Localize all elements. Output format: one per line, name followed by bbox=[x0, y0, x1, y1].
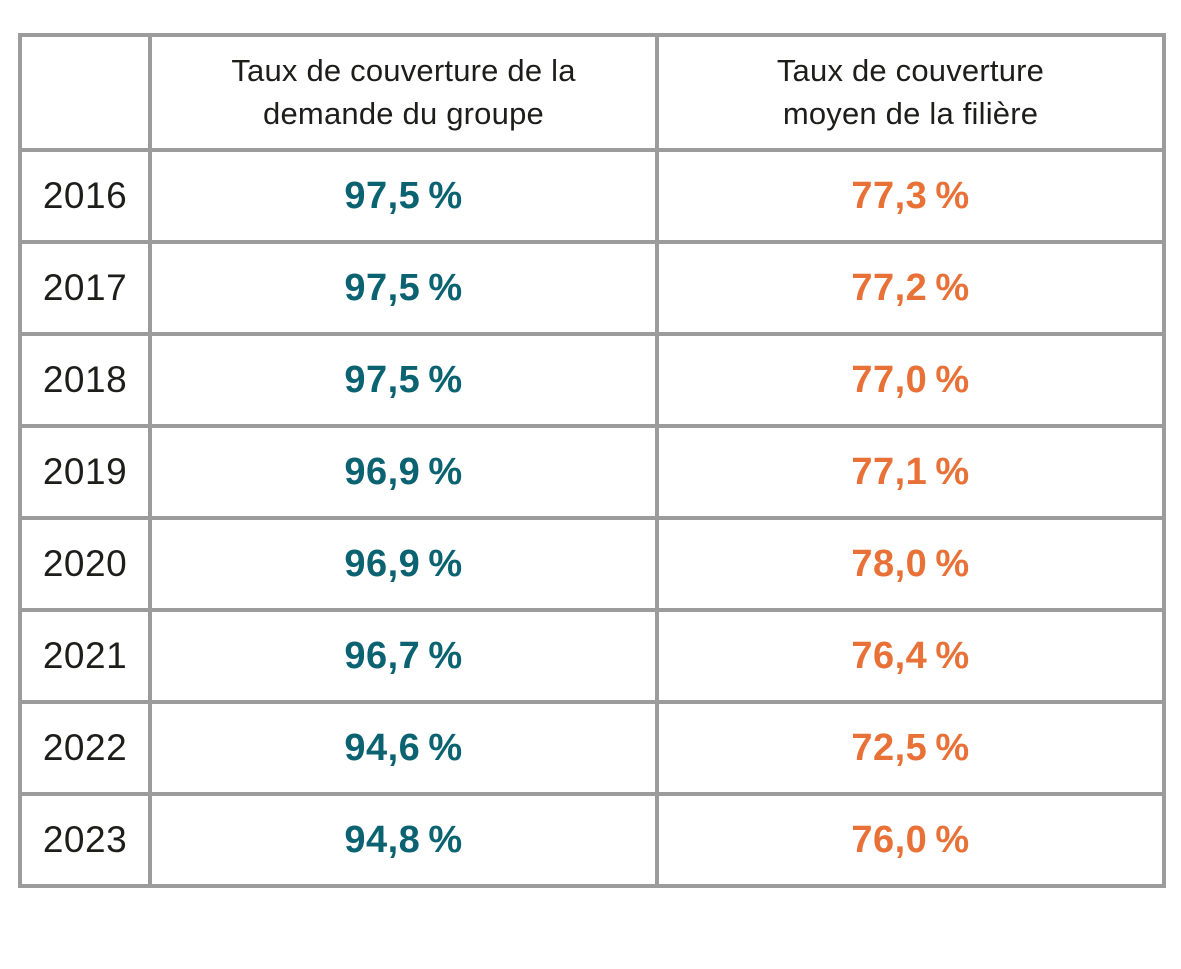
sector-rate-cell: 77,0 % bbox=[655, 332, 1166, 428]
group-rate-cell: 97,5 % bbox=[148, 240, 659, 336]
year-cell: 2020 bbox=[18, 516, 152, 612]
table-row: 2020 96,9 % 78,0 % bbox=[18, 516, 1166, 612]
sector-rate-cell: 76,0 % bbox=[655, 792, 1166, 888]
year-cell: 2023 bbox=[18, 792, 152, 888]
table-row: 2016 97,5 % 77,3 % bbox=[18, 148, 1166, 244]
table-row: 2023 94,8 % 76,0 % bbox=[18, 792, 1166, 888]
year-cell: 2021 bbox=[18, 608, 152, 704]
table-row: 2022 94,6 % 72,5 % bbox=[18, 700, 1166, 796]
group-rate-cell: 94,6 % bbox=[148, 700, 659, 796]
year-cell: 2019 bbox=[18, 424, 152, 520]
sector-rate-cell: 77,1 % bbox=[655, 424, 1166, 520]
year-cell: 2018 bbox=[18, 332, 152, 428]
sector-rate-cell: 78,0 % bbox=[655, 516, 1166, 612]
year-cell: 2016 bbox=[18, 148, 152, 244]
group-rate-cell: 97,5 % bbox=[148, 332, 659, 428]
table-row: 2019 96,9 % 77,1 % bbox=[18, 424, 1166, 520]
group-rate-cell: 94,8 % bbox=[148, 792, 659, 888]
coverage-rate-table: Taux de couverture de la demande du grou… bbox=[18, 33, 1166, 888]
table-row: 2017 97,5 % 77,2 % bbox=[18, 240, 1166, 336]
group-rate-cell: 96,7 % bbox=[148, 608, 659, 704]
year-cell: 2017 bbox=[18, 240, 152, 336]
group-rate-cell: 96,9 % bbox=[148, 516, 659, 612]
table-row: 2018 97,5 % 77,0 % bbox=[18, 332, 1166, 428]
column-header-sector-average: Taux de couverture moyen de la filière bbox=[655, 33, 1166, 152]
year-cell: 2022 bbox=[18, 700, 152, 796]
group-rate-cell: 96,9 % bbox=[148, 424, 659, 520]
sector-rate-cell: 76,4 % bbox=[655, 608, 1166, 704]
sector-rate-cell: 77,3 % bbox=[655, 148, 1166, 244]
group-rate-cell: 97,5 % bbox=[148, 148, 659, 244]
column-header-group-coverage: Taux de couverture de la demande du grou… bbox=[148, 33, 659, 152]
header-row: Taux de couverture de la demande du grou… bbox=[18, 33, 1166, 152]
table-row: 2021 96,7 % 76,4 % bbox=[18, 608, 1166, 704]
sector-rate-cell: 77,2 % bbox=[655, 240, 1166, 336]
corner-spacer bbox=[18, 33, 152, 152]
sector-rate-cell: 72,5 % bbox=[655, 700, 1166, 796]
